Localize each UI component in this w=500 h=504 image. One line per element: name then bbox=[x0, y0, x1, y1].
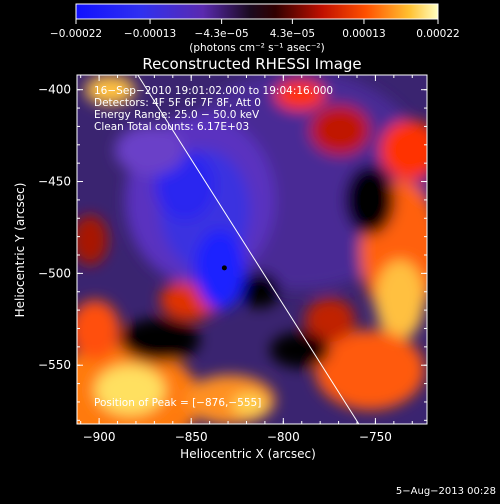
colorbar-tick-label: 4.3e−05 bbox=[270, 28, 315, 40]
footer-date: 5−Aug−2013 00:28 bbox=[396, 486, 496, 497]
y-axis-label: Heliocentric Y (arcsec) bbox=[13, 183, 27, 318]
solar-limb-line bbox=[137, 75, 360, 424]
info-line: Detectors: 4F 5F 6F 7F 8F, Att 0 bbox=[94, 97, 261, 109]
x-tick-label: −850 bbox=[175, 430, 208, 444]
y-axis-tick-labels: −400 −450 −500 −550 bbox=[38, 83, 71, 373]
peak-position-label: Position of Peak = [−876,−555] bbox=[94, 397, 261, 409]
colorbar-tick-label: −0.00022 bbox=[50, 28, 102, 40]
x-axis-tick-labels: −900 −850 −800 −750 bbox=[83, 430, 392, 444]
y-axis-ticks bbox=[77, 89, 427, 421]
x-tick-label: −750 bbox=[359, 430, 392, 444]
colorbar-tick-labels: −0.00022 −0.00013 −4.3e−05 4.3e−05 0.00013 0.… bbox=[50, 28, 460, 40]
colorbar bbox=[75, 3, 439, 20]
colorbar-tick-label: 0.00013 bbox=[342, 28, 385, 40]
x-axis-label: Heliocentric X (arcsec) bbox=[180, 447, 316, 461]
y-tick-label: −450 bbox=[38, 175, 71, 189]
y-tick-label: −500 bbox=[38, 266, 71, 280]
y-tick-label: −550 bbox=[38, 358, 71, 372]
colorbar-tick-label: −4.3e−05 bbox=[195, 28, 249, 40]
x-tick-label: −900 bbox=[83, 430, 116, 444]
plot-frame bbox=[76, 74, 428, 425]
info-line: Clean Total counts: 6.17E+03 bbox=[94, 121, 249, 133]
colorbar-tick-label: 0.00022 bbox=[416, 28, 459, 40]
info-line: Energy Range: 25.0 − 50.0 keV bbox=[94, 109, 260, 121]
info-line: 16−Sep−2010 19:01:02.000 to 19:04:16.000 bbox=[94, 85, 333, 97]
observation-info: 16−Sep−2010 19:01:02.000 to 19:04:16.000… bbox=[94, 85, 333, 133]
chart-title: Reconstructed RHESSI Image bbox=[142, 55, 361, 73]
colorbar-ticks bbox=[75, 19, 439, 24]
colorbar-tick-label: −0.00013 bbox=[124, 28, 176, 40]
image-area bbox=[77, 75, 427, 424]
peak-marker bbox=[221, 265, 227, 271]
colorbar-unit-label: (photons cm⁻² s⁻¹ asec⁻²) bbox=[189, 42, 324, 54]
x-axis-ticks bbox=[80, 75, 413, 424]
x-tick-label: −800 bbox=[267, 430, 300, 444]
y-tick-label: −400 bbox=[38, 83, 71, 97]
